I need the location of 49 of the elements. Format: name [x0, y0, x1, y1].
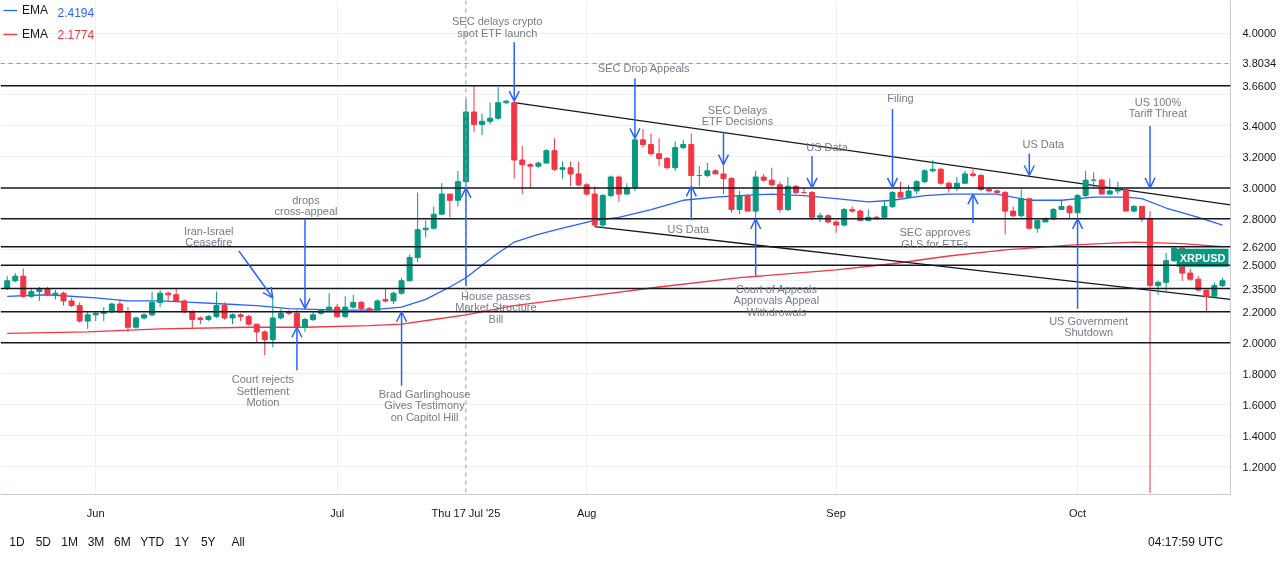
x-tick-label: Sep	[826, 506, 846, 519]
annotation: Filing	[887, 91, 914, 104]
text: 1Y	[174, 534, 190, 549]
y-tick-label: 3.2000	[1242, 150, 1277, 163]
x-tick-label: Jul	[330, 506, 345, 519]
y-tick-label: 1.6000	[1242, 398, 1277, 411]
text: 04:17:59 UTC	[1148, 534, 1224, 549]
y-tick-label: 1.4000	[1242, 429, 1277, 442]
ref-line-label: 3.8034	[1242, 57, 1277, 70]
text: 5D	[35, 534, 52, 549]
annotation: 2.4194	[57, 6, 95, 20]
annotation: US Data	[1022, 138, 1065, 151]
text: All	[231, 534, 245, 549]
x-tick-label: Jun	[86, 506, 105, 519]
ref-line-label: 2.8000	[1242, 212, 1277, 225]
text: 5Y	[200, 534, 216, 549]
text: 1D	[9, 534, 26, 549]
y-tick-label: 1.2000	[1242, 460, 1277, 473]
annotation: Iran-Israel Ceasefire	[184, 224, 234, 249]
y-tick-label: 1.8000	[1242, 367, 1277, 380]
y-tick-label: 4.0000	[1242, 27, 1277, 40]
ref-line-label: 3.0000	[1242, 181, 1277, 194]
annotation: US Data	[667, 223, 710, 236]
legend-label: EMA	[22, 27, 49, 41]
annotation: drops cross-appeal	[274, 193, 338, 218]
annotation: 2.1774	[57, 28, 95, 42]
text: 6M	[114, 534, 131, 549]
series-label: XRPUSD	[1179, 251, 1226, 264]
x-tick-label: Oct	[1069, 506, 1087, 519]
x-tick-label: Aug	[576, 506, 597, 519]
ref-line-label: 2.3500	[1242, 282, 1277, 295]
text: 1M	[61, 534, 79, 549]
ref-line-label: 3.6600	[1242, 79, 1277, 92]
annotation: SEC Delays ETF Decisions	[701, 103, 774, 128]
ref-line-label: 2.5000	[1242, 259, 1277, 272]
annotation: US 100% Tariff Threat	[1128, 95, 1188, 120]
ref-line-label: Thu 17 Jul '25	[431, 506, 501, 519]
annotation: US Government Shutdown	[1049, 314, 1129, 339]
y-tick-label: 3.4000	[1242, 119, 1277, 132]
text: YTD	[140, 534, 165, 549]
ref-line-label: 2.2000	[1242, 305, 1277, 318]
legend-label: EMA	[22, 3, 49, 17]
ref-line-label: 2.6200	[1242, 240, 1277, 253]
ref-line-label: 2.0000	[1242, 336, 1277, 349]
annotation: Court rejects Settlement Motion	[231, 373, 295, 409]
annotation: SEC Drop Appeals	[597, 62, 690, 75]
annotation: SEC delays crypto spot ETF launch	[451, 15, 543, 39]
text: 3M	[87, 534, 105, 549]
annotation: Brad Garlinghouse Gives Testimony on Capitol Hill	[378, 387, 471, 423]
